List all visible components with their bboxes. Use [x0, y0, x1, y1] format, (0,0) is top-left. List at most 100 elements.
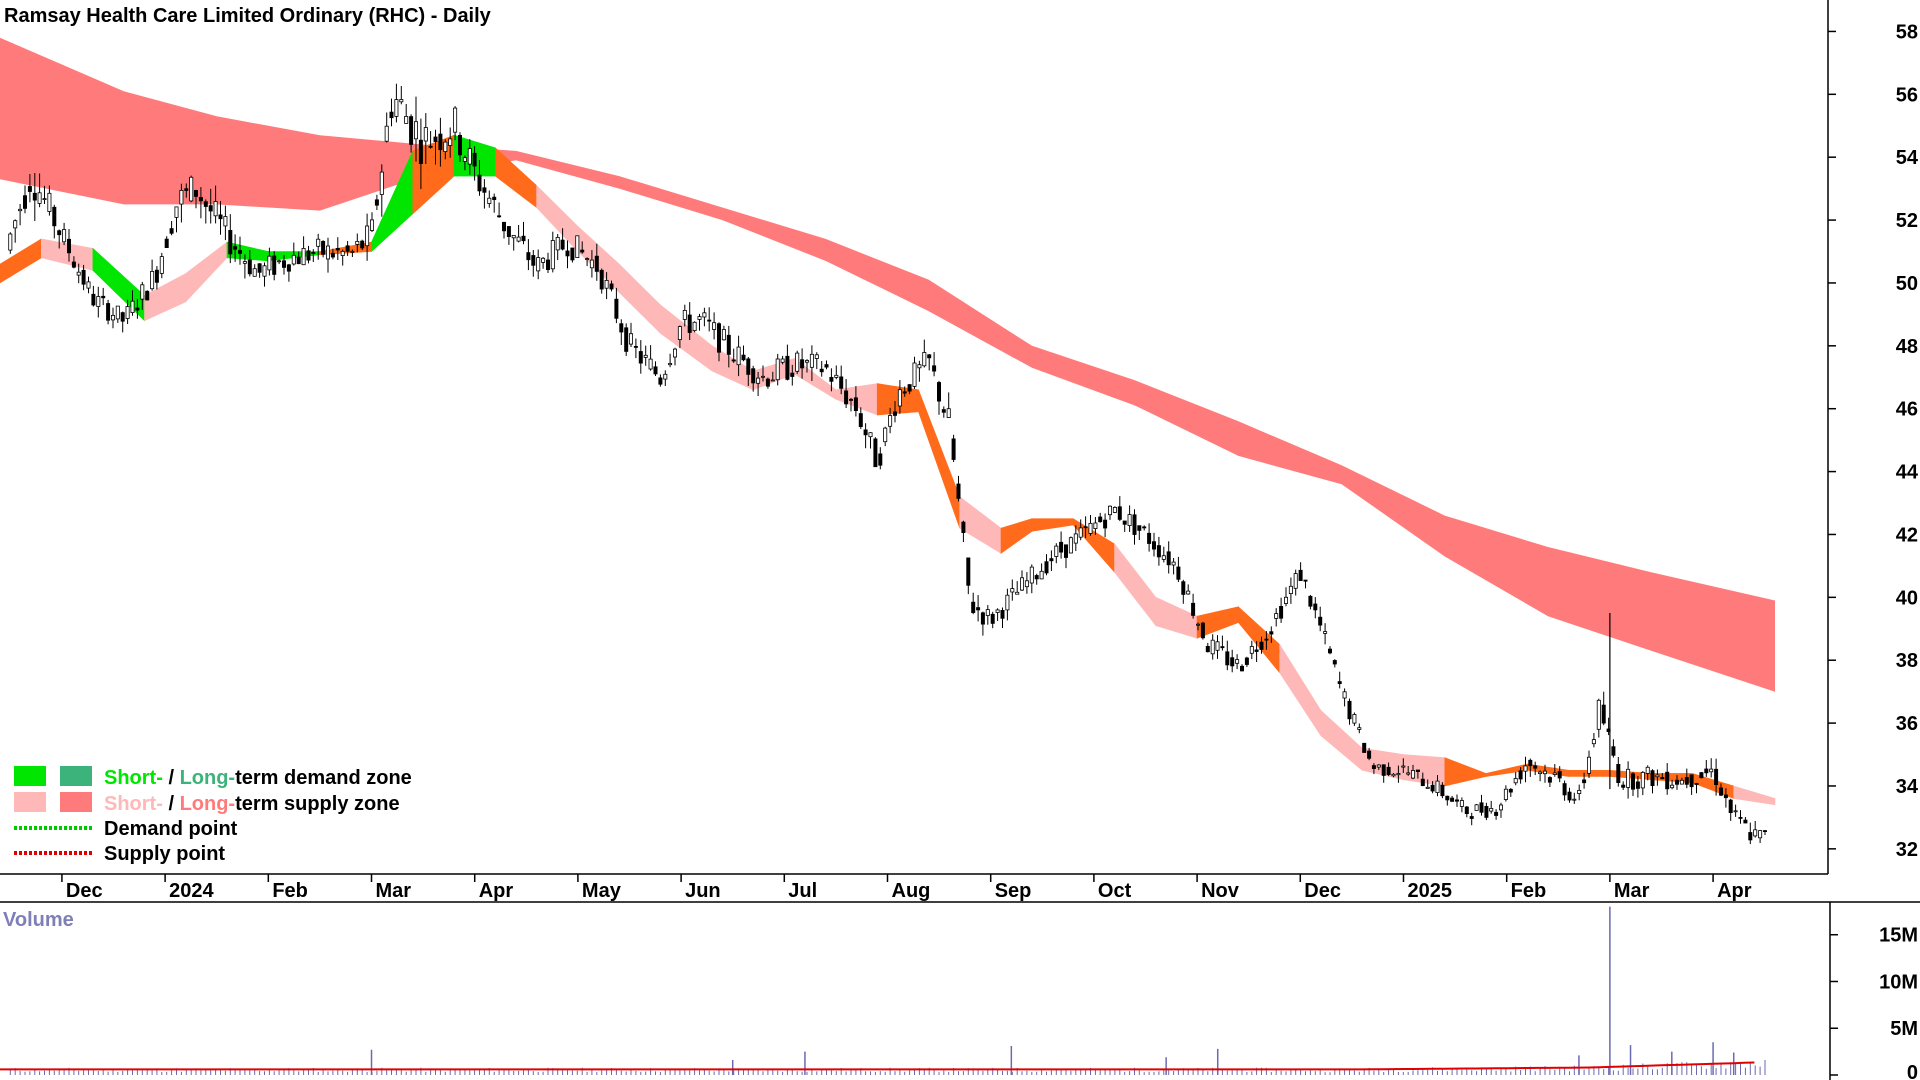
candle-body — [311, 252, 316, 254]
volume-layer — [0, 906, 1766, 1075]
candle-body — [1122, 520, 1127, 525]
candle-body — [1054, 545, 1059, 557]
candle-body — [1528, 759, 1533, 767]
candle — [550, 231, 555, 273]
candle — [1235, 654, 1240, 670]
candle — [1679, 777, 1684, 785]
candle — [1142, 525, 1147, 531]
candle — [1176, 556, 1181, 582]
candle — [1156, 536, 1161, 566]
month-tick-label: Apr — [479, 880, 514, 902]
candle — [1650, 769, 1655, 794]
candle-body — [345, 245, 350, 252]
candle-body — [1161, 555, 1166, 560]
candle — [140, 281, 145, 310]
candle-body — [1029, 566, 1034, 584]
candle-body — [111, 314, 116, 321]
candle — [1225, 640, 1230, 671]
candle-body — [1044, 561, 1049, 574]
candle-body — [555, 236, 560, 251]
candle-body — [1093, 522, 1098, 529]
candle-body — [560, 239, 565, 250]
candle-body — [1215, 641, 1220, 651]
candle-body — [1132, 514, 1137, 535]
candle — [1279, 597, 1284, 623]
candle — [536, 249, 541, 280]
candle — [868, 432, 873, 449]
candle-body — [130, 300, 135, 314]
candle — [1723, 788, 1728, 808]
candle-body — [565, 250, 570, 257]
candle — [1254, 641, 1259, 662]
candle — [135, 299, 140, 319]
candle — [902, 386, 907, 397]
candle — [272, 251, 277, 281]
candle-body — [1758, 830, 1763, 839]
candle — [501, 221, 506, 239]
candle — [795, 350, 800, 374]
candle-body — [668, 362, 673, 366]
month-tick-label: Mar — [376, 880, 412, 902]
candle-body — [1763, 830, 1768, 832]
candle — [1450, 795, 1455, 802]
candle — [462, 155, 467, 171]
candle-body — [174, 206, 179, 218]
candle-body — [1484, 806, 1489, 818]
candle — [1210, 634, 1215, 660]
candle — [18, 204, 23, 226]
candle-body — [1401, 765, 1406, 768]
candle — [1591, 733, 1596, 748]
candle-body — [966, 557, 971, 586]
candle-body — [1640, 772, 1645, 789]
candle — [609, 280, 614, 292]
candle-body — [858, 413, 863, 428]
candle — [1249, 640, 1254, 660]
candle-body — [448, 138, 453, 146]
candle — [1518, 767, 1523, 784]
candle — [1728, 798, 1733, 821]
candle-body — [1156, 545, 1161, 558]
candle-body — [1567, 791, 1572, 801]
candle — [589, 250, 594, 278]
candle — [1078, 519, 1083, 541]
candle-body — [780, 358, 785, 363]
candle — [1161, 546, 1166, 563]
candle-body — [550, 240, 555, 270]
volume-tick-label: 0 — [1907, 1062, 1918, 1080]
candle-body — [1635, 781, 1640, 789]
candle — [570, 247, 575, 263]
candle — [1719, 783, 1724, 796]
month-tick-label: May — [582, 880, 622, 902]
candle — [169, 221, 174, 236]
candle-body — [1308, 595, 1313, 607]
candle-body — [1059, 541, 1064, 553]
candle — [62, 222, 67, 246]
candle-body — [800, 359, 805, 369]
candle — [394, 83, 399, 123]
candle-body — [1474, 804, 1479, 811]
candle — [1010, 579, 1015, 601]
candle — [775, 353, 780, 386]
candle-body — [1381, 764, 1386, 776]
candle-body — [428, 145, 433, 148]
candle — [1024, 572, 1029, 594]
candle-body — [325, 245, 330, 260]
candle — [1020, 570, 1025, 591]
candle-body — [756, 377, 761, 384]
candle-body — [976, 607, 981, 611]
candle-body — [785, 355, 790, 380]
legend-demand-rest: term demand zone — [235, 767, 412, 789]
candle-body — [374, 199, 379, 206]
candle — [594, 243, 599, 281]
month-tick-label: Jul — [788, 880, 817, 902]
candle-body — [418, 139, 423, 164]
volume-tick-label: 10M — [1879, 971, 1918, 993]
candle — [941, 406, 946, 418]
candle-body — [1196, 623, 1201, 626]
candle — [932, 352, 937, 377]
candle — [57, 229, 62, 249]
candle — [1499, 802, 1504, 818]
candle — [1132, 509, 1137, 545]
candle-body — [1127, 514, 1132, 526]
candle — [86, 276, 91, 294]
